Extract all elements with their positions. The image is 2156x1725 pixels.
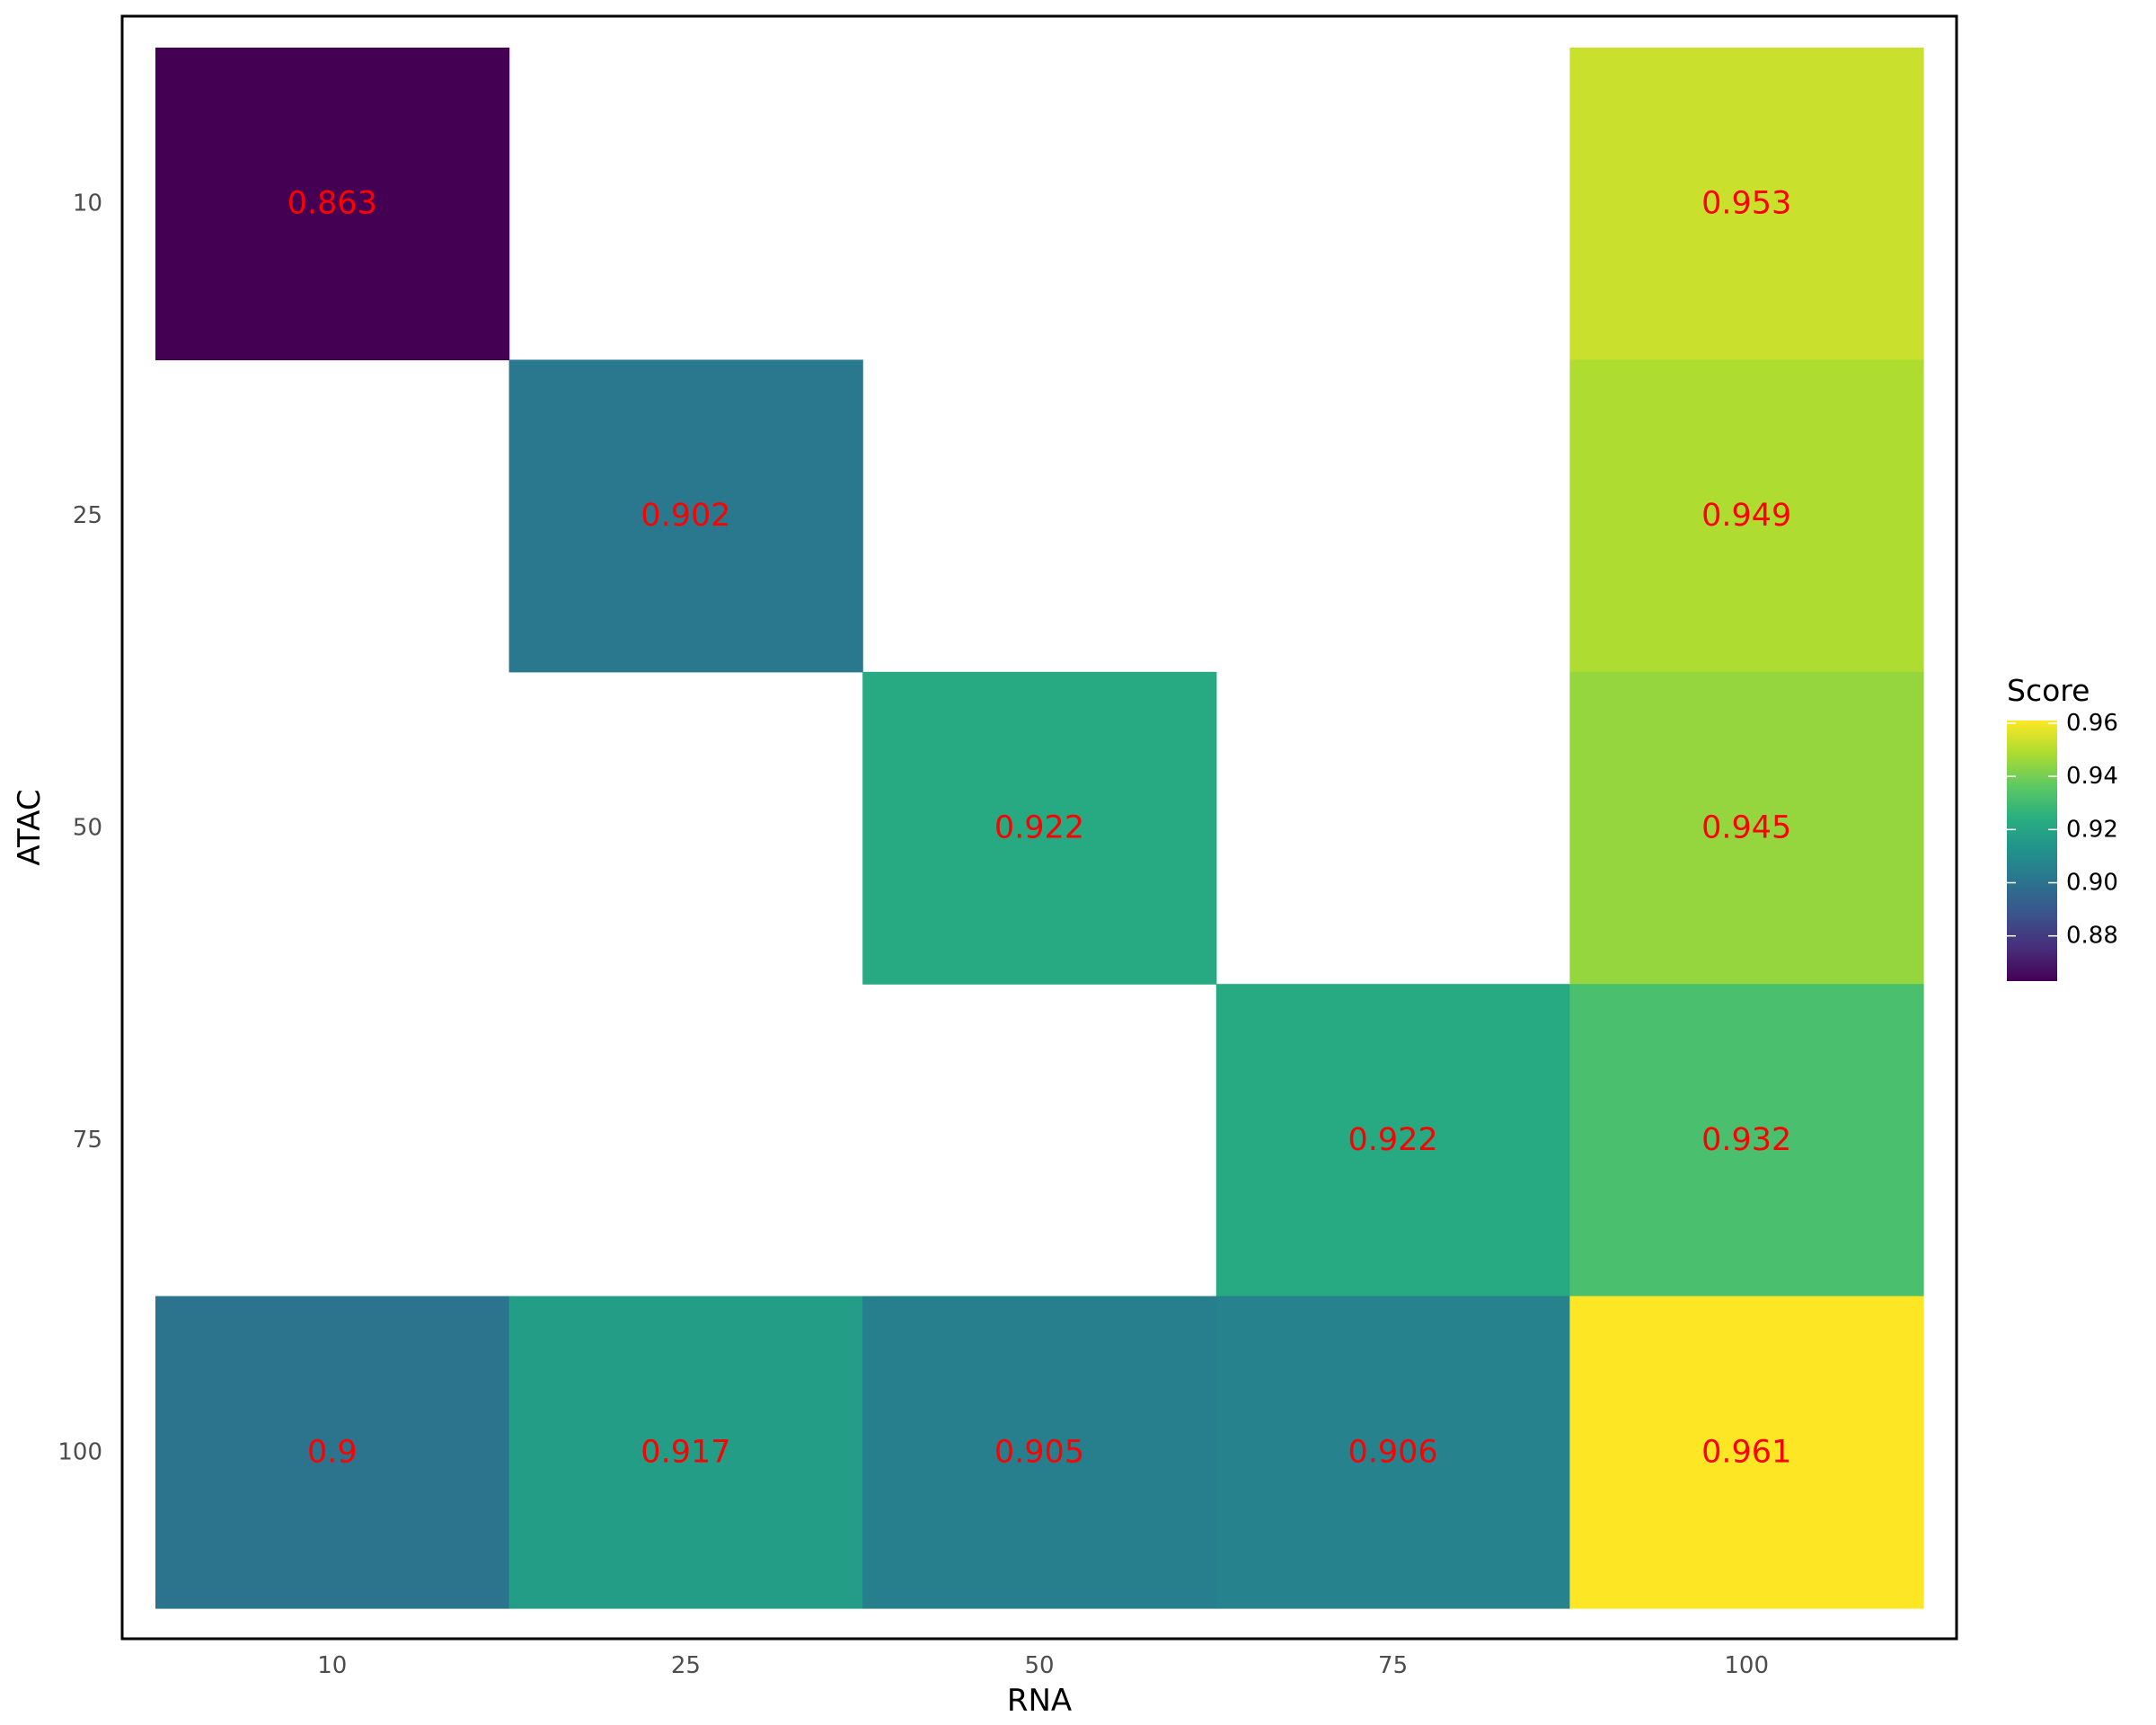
cell-value-label: 0.863 [287,186,377,222]
cell-value-label: 0.9 [307,1434,358,1470]
cell-value-label: 0.961 [1701,1434,1791,1470]
y-tick-label: 50 [73,815,102,842]
cell-value-label: 0.922 [1348,1122,1437,1158]
cell-value-label: 0.932 [1701,1122,1791,1158]
legend-ticks: 0.88 0.90 0.92 0.94 0.96 [2007,710,2118,950]
x-tick-label: 25 [671,1652,701,1679]
y-axis-title: ATAC [12,789,48,865]
cell-value-label: 0.953 [1701,186,1791,222]
heatmap-cell [1569,671,1924,985]
heatmap-cell [155,1296,510,1609]
legend-tick-label: 0.90 [2066,870,2118,897]
x-axis-ticks: 10 25 50 75 100 [317,1652,1769,1679]
heatmap-cell [1569,359,1924,673]
heatmap-cell [155,48,510,360]
cell-value-label: 0.945 [1701,810,1791,846]
cell-value-label: 0.922 [994,810,1084,846]
heatmap-cell [1569,1296,1924,1609]
y-tick-label: 25 [73,502,102,529]
heatmap-cell [508,359,863,673]
y-tick-label: 75 [73,1127,102,1154]
legend-tick-label: 0.94 [2066,763,2118,790]
cell-value-label: 0.905 [994,1434,1084,1470]
heatmap-cell [508,1296,863,1609]
x-tick-label: 10 [317,1652,347,1679]
cell-value-label: 0.949 [1701,498,1791,534]
heatmap-cells [155,48,1924,1609]
y-axis-ticks: 10 25 50 75 100 [57,190,102,1466]
legend-tick-label: 0.92 [2066,816,2118,843]
y-tick-label: 10 [73,190,102,217]
x-tick-label: 50 [1024,1652,1054,1679]
heatmap-cell [862,671,1217,985]
cell-value-labels: 0.863 0.953 0.902 0.949 0.922 0.945 0.922 0.932… [287,186,1792,1471]
x-axis-title: RNA [1007,1683,1072,1719]
x-tick-label: 75 [1378,1652,1408,1679]
legend-colorbar [2007,721,2057,981]
cell-value-label: 0.902 [641,498,730,534]
cell-value-label: 0.917 [641,1434,730,1470]
heatmap-cell [1569,48,1924,360]
x-tick-label: 100 [1724,1652,1769,1679]
heatmap-cell [1569,984,1924,1297]
cell-value-label: 0.906 [1348,1434,1437,1470]
legend: Score 0.88 0.90 0.92 0.94 0.96 [2007,673,2118,981]
legend-tick-label: 0.96 [2066,710,2118,737]
heatmap-cell [862,1296,1217,1609]
y-tick-label: 100 [57,1438,102,1465]
legend-tick-label: 0.88 [2066,923,2118,950]
heatmap-cell [1215,984,1570,1297]
panel-border [120,14,1958,1641]
heatmap-cell [1215,1296,1570,1609]
legend-title: Score [2007,673,2090,708]
